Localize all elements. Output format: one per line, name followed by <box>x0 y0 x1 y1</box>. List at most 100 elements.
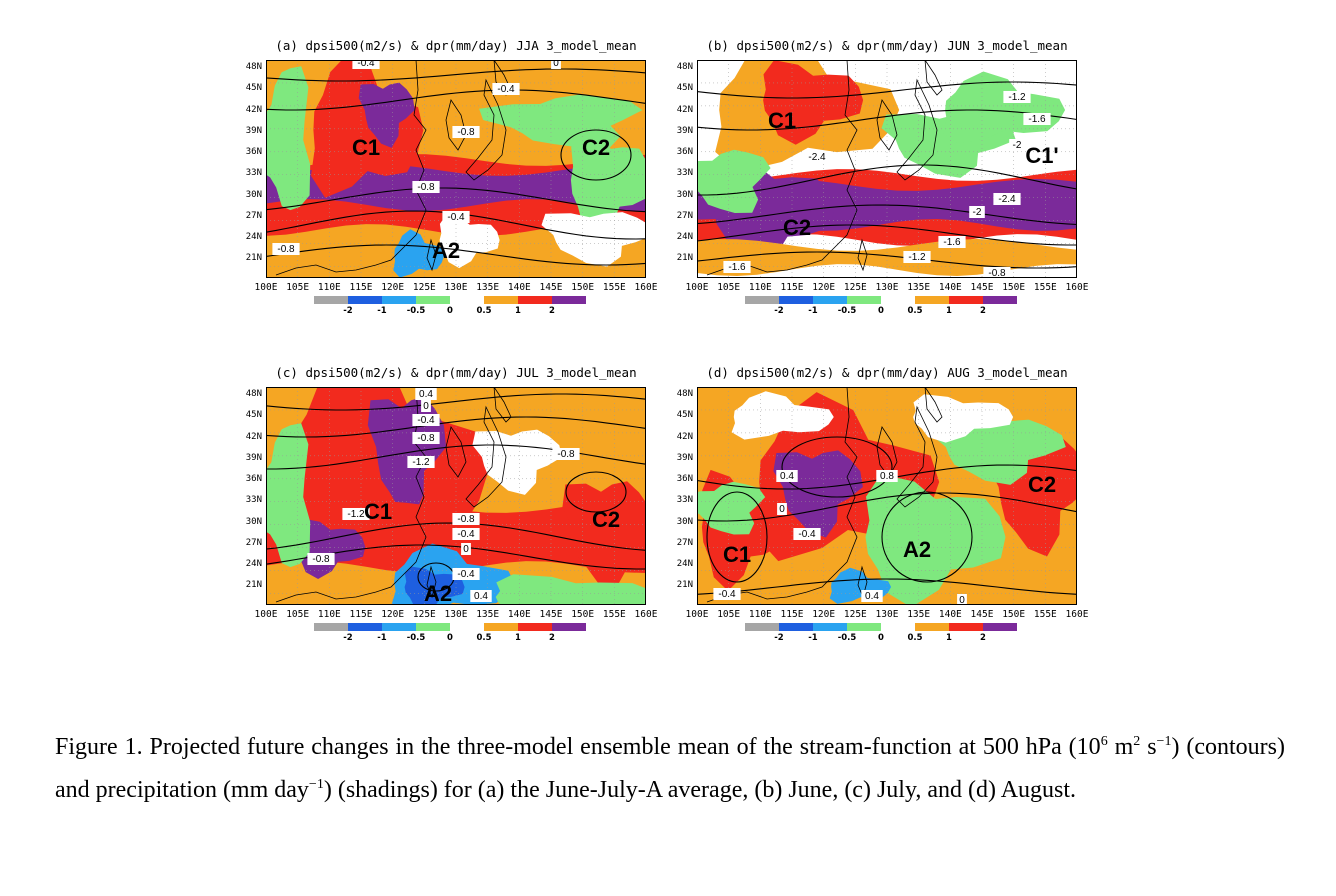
contour-label-bg <box>713 588 741 600</box>
lat-label: 42N <box>676 104 693 115</box>
lat-label: 27N <box>676 537 693 548</box>
contour-label-bg <box>412 414 440 426</box>
colorbar-strip <box>314 296 586 304</box>
coastline <box>275 386 427 603</box>
colorbar-label: 0.5 <box>907 633 923 643</box>
precip-shade <box>311 53 424 198</box>
contour-label-bg <box>551 57 561 69</box>
panel-title: (c) dpsi500(m2/s) & dpr(mm/day) JUL 3_mo… <box>275 365 637 380</box>
coastline <box>706 59 858 276</box>
region-label: A2 <box>424 581 452 605</box>
contour-line <box>696 578 1078 595</box>
contour-line <box>265 393 647 411</box>
coastline <box>493 386 512 423</box>
contour-label: -0.8 <box>277 244 295 255</box>
colorbar-label: 0 <box>878 633 884 643</box>
contour-label-bg <box>452 568 480 580</box>
contour-line <box>881 491 973 583</box>
lat-label: 24N <box>245 559 262 570</box>
lon-label: 100E <box>685 609 709 620</box>
lon-label: 135E <box>476 282 500 293</box>
contour-label-bg <box>492 83 520 95</box>
lat-label: 42N <box>245 104 262 115</box>
contour-line <box>266 444 647 470</box>
map-area: -0.4 0 -0.4 -0.8 -0.8 -0.4 -0.8 C1 C2 A2 <box>253 53 654 278</box>
contour-label: -0.8 <box>417 182 435 193</box>
contour-label-bg <box>1009 139 1025 151</box>
lon-label: 105E <box>717 609 741 620</box>
colorbar-swatch <box>813 296 847 304</box>
colorbar-strip <box>745 623 1017 631</box>
colorbar-label: 0.5 <box>476 633 492 643</box>
colorbar-label: -1 <box>808 306 818 316</box>
lat-label: 39N <box>676 125 693 136</box>
region-label: C1' <box>1025 143 1058 168</box>
colorbar-swatch <box>348 623 382 631</box>
colorbar-label: 1 <box>946 633 952 643</box>
contour-label-bg <box>957 594 967 606</box>
colorbar-label: -2 <box>774 306 784 316</box>
colorbar-swatch <box>382 296 416 304</box>
map-svg: -1.2-1.6-2-2.4-2.4-2-1.6-1.2-0.8-1.6C1C1… <box>677 39 1078 279</box>
precip-shade <box>253 66 311 211</box>
contour-label: 0.4 <box>419 389 433 400</box>
lon-label: 125E <box>843 609 867 620</box>
lon-label: 160E <box>1065 609 1089 620</box>
contour-label: -0.8 <box>988 268 1006 278</box>
lon-label: 155E <box>602 282 626 293</box>
lon-label: 125E <box>412 282 436 293</box>
contour-label-bg <box>470 590 492 602</box>
contour-label-bg <box>272 243 300 255</box>
colorbar-swatch <box>416 296 450 304</box>
contour-line <box>696 109 1078 131</box>
contour-label-bg <box>969 206 985 218</box>
lon-label: 140E <box>938 609 962 620</box>
precip-shade <box>439 214 500 269</box>
lon-label: 115E <box>349 282 373 293</box>
precip-shade <box>677 149 771 213</box>
lat-label: 42N <box>245 431 262 442</box>
coastline <box>924 386 943 423</box>
colorbar-label: 2 <box>980 306 986 316</box>
contour-line <box>696 251 1078 269</box>
panel-title: (a) dpsi500(m2/s) & dpr(mm/day) JJA 3_mo… <box>275 38 637 53</box>
colorbar-swatch <box>881 623 915 631</box>
lon-label: 100E <box>254 609 278 620</box>
contour-label-bg <box>793 528 821 540</box>
contour-label-bg <box>876 470 898 482</box>
contour-label: -0.4 <box>417 415 435 426</box>
contour-line <box>697 164 1078 196</box>
lat-label: 30N <box>676 189 693 200</box>
contour-label-bg <box>452 528 480 540</box>
lat-label: 24N <box>676 232 693 243</box>
colorbar-swatch <box>949 623 983 631</box>
colorbar-label: -1 <box>377 306 387 316</box>
colorbar-swatch <box>813 623 847 631</box>
colorbar-swatch <box>552 623 586 631</box>
lon-label: 130E <box>875 609 899 620</box>
contour-label: -2.4 <box>998 194 1016 205</box>
contour-label-bg <box>938 236 966 248</box>
coastline <box>924 59 943 96</box>
contour-label: -0.4 <box>497 84 515 95</box>
colorbar-label: -1 <box>377 633 387 643</box>
lon-label: 115E <box>349 609 373 620</box>
lat-label: 39N <box>676 452 693 463</box>
contour-label: 0 <box>553 60 559 69</box>
lon-label: 130E <box>875 282 899 293</box>
contour-label: -0.4 <box>457 569 475 580</box>
region-label: C1 <box>723 542 751 567</box>
map-frame <box>266 60 646 278</box>
contour-line <box>696 81 1078 99</box>
lat-label: 36N <box>676 147 693 158</box>
coastline <box>445 99 467 151</box>
contour-line <box>265 244 647 266</box>
contour-label-bg <box>307 553 335 565</box>
contour-line <box>560 129 632 181</box>
coastline <box>896 78 938 181</box>
contour-label-bg <box>342 508 370 520</box>
precip-shade <box>541 212 654 267</box>
lat-label: 45N <box>245 410 262 421</box>
contour-label: -1.6 <box>943 237 961 248</box>
lat-label: 45N <box>245 83 262 94</box>
